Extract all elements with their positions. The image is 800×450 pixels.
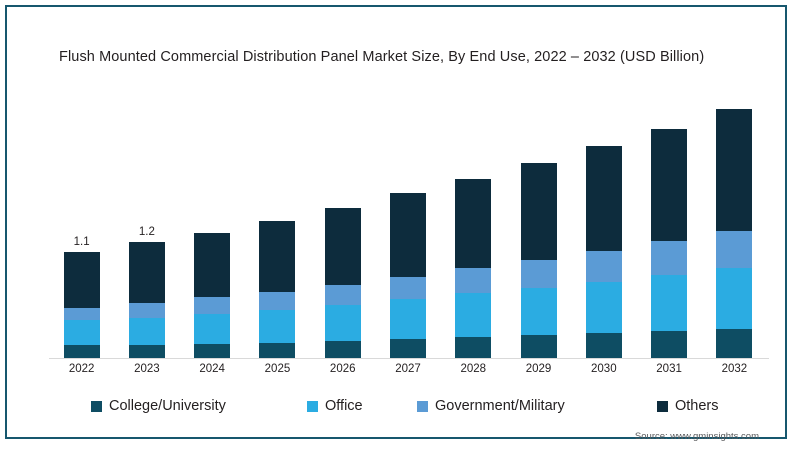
bar-2023: 1.2 xyxy=(128,226,165,358)
source-attribution: Source: www.gminsights.com xyxy=(634,431,759,442)
x-tick-2029: 2029 xyxy=(525,363,552,375)
x-tick-2031: 2031 xyxy=(656,363,682,375)
bar-segment-2024-others xyxy=(194,232,231,298)
bar-2024 xyxy=(194,232,231,358)
bar-2030 xyxy=(585,146,622,358)
bar-segment-2025-others xyxy=(259,221,296,292)
bar-segment-2028-others xyxy=(455,178,492,269)
chart-title: Flush Mounted Commercial Distribution Pa… xyxy=(59,49,705,65)
bar-segment-2028-college-university xyxy=(455,336,492,358)
bar-segment-2022-others xyxy=(63,252,100,308)
bar-segment-2030-government-military xyxy=(585,251,622,282)
bar-segment-2023-others xyxy=(128,242,165,304)
bar-segment-2023-college-university xyxy=(128,344,165,358)
legend-label: Others xyxy=(675,398,719,414)
legend-label: College/University xyxy=(109,398,226,414)
x-tick-2023: 2023 xyxy=(134,363,160,375)
bar-segment-2026-others xyxy=(324,207,361,285)
bar-segment-2028-office xyxy=(455,293,492,337)
legend-label: Government/Military xyxy=(435,398,565,414)
bar-segment-2022-government-military xyxy=(63,307,100,321)
x-tick-2032: 2032 xyxy=(721,363,748,375)
x-tick-2024: 2024 xyxy=(199,363,225,375)
plot-area: 1.1 1.2 xyxy=(49,93,767,358)
chart-card: Flush Mounted Commercial Distribution Pa… xyxy=(5,5,789,442)
bar-segment-2030-others xyxy=(585,146,622,252)
bar-2031 xyxy=(651,128,688,358)
bar-segment-2024-office xyxy=(194,313,231,344)
bar-2032 xyxy=(716,109,753,358)
bar-segment-2026-office xyxy=(324,305,361,341)
bar-segment-2023-government-military xyxy=(128,303,165,318)
bar-2025 xyxy=(259,221,296,358)
bar-segment-2032-college-university xyxy=(716,329,753,358)
bar-segment-2027-others xyxy=(390,193,426,278)
x-tick-2030: 2030 xyxy=(591,363,617,375)
bar-segment-2031-government-military xyxy=(651,241,688,276)
bar-segment-2022-office xyxy=(63,320,100,346)
x-tick-2022: 2022 xyxy=(68,363,95,375)
bar-segment-2029-college-university xyxy=(520,334,557,358)
bar-segment-2027-office xyxy=(390,299,426,339)
x-tick-2028: 2028 xyxy=(460,363,487,375)
bar-segment-2024-government-military xyxy=(194,297,231,314)
legend-item-office[interactable]: Office xyxy=(307,398,363,414)
bar-2026 xyxy=(324,207,361,358)
axis-baseline xyxy=(49,358,769,359)
bar-segment-2032-government-military xyxy=(716,230,753,269)
bar-segment-2031-office xyxy=(651,275,688,332)
bar-segment-2030-college-university xyxy=(585,332,622,358)
bar-segment-2025-government-military xyxy=(259,291,296,310)
legend-swatch-icon xyxy=(91,400,102,412)
x-tick-2025: 2025 xyxy=(264,363,291,375)
bar-segment-2025-college-university xyxy=(259,342,296,358)
legend-label: Office xyxy=(325,398,363,414)
bar-segment-2031-college-university xyxy=(651,331,688,358)
chart-legend: College/University Office Government/Milit… xyxy=(7,398,789,420)
bar-segment-2026-government-military xyxy=(324,284,361,306)
bar-segment-2026-college-university xyxy=(324,340,361,358)
bar-2022: 1.1 xyxy=(63,236,100,358)
legend-item-government-military[interactable]: Government/Military xyxy=(417,398,565,414)
bar-2027 xyxy=(390,193,426,358)
bar-segment-2030-office xyxy=(585,281,622,333)
x-tick-2027: 2027 xyxy=(395,363,421,375)
bar-segment-2029-government-military xyxy=(520,259,557,288)
bar-2028 xyxy=(455,178,492,358)
bar-2029 xyxy=(520,163,557,358)
bar-segment-2025-office xyxy=(259,309,296,343)
data-label-2022: 1.1 xyxy=(73,236,90,248)
bar-segment-2032-others xyxy=(716,109,753,231)
legend-swatch-icon xyxy=(657,400,668,412)
bar-segment-2022-college-university xyxy=(63,345,100,358)
bar-segment-2024-college-university xyxy=(194,343,231,358)
bar-segment-2028-government-military xyxy=(455,268,492,294)
bar-segment-2031-others xyxy=(651,128,688,242)
bar-segment-2027-college-university xyxy=(390,338,426,358)
bar-segment-2029-office xyxy=(520,287,557,335)
bar-segment-2029-others xyxy=(520,163,557,260)
legend-item-college-university[interactable]: College/University xyxy=(91,398,226,414)
legend-item-others[interactable]: Others xyxy=(657,398,719,414)
x-axis-tick-labels: 2022 2023 2024 2025 2026 2027 2028 2029 2030 2031… xyxy=(49,363,767,383)
legend-swatch-icon xyxy=(307,400,318,412)
bar-segment-2023-office xyxy=(128,317,165,345)
data-label-2023: 1.2 xyxy=(138,226,155,239)
legend-swatch-icon xyxy=(417,400,428,412)
x-tick-2026: 2026 xyxy=(329,363,356,375)
bar-segment-2027-government-military xyxy=(390,277,426,300)
bar-segment-2032-office xyxy=(716,268,753,330)
